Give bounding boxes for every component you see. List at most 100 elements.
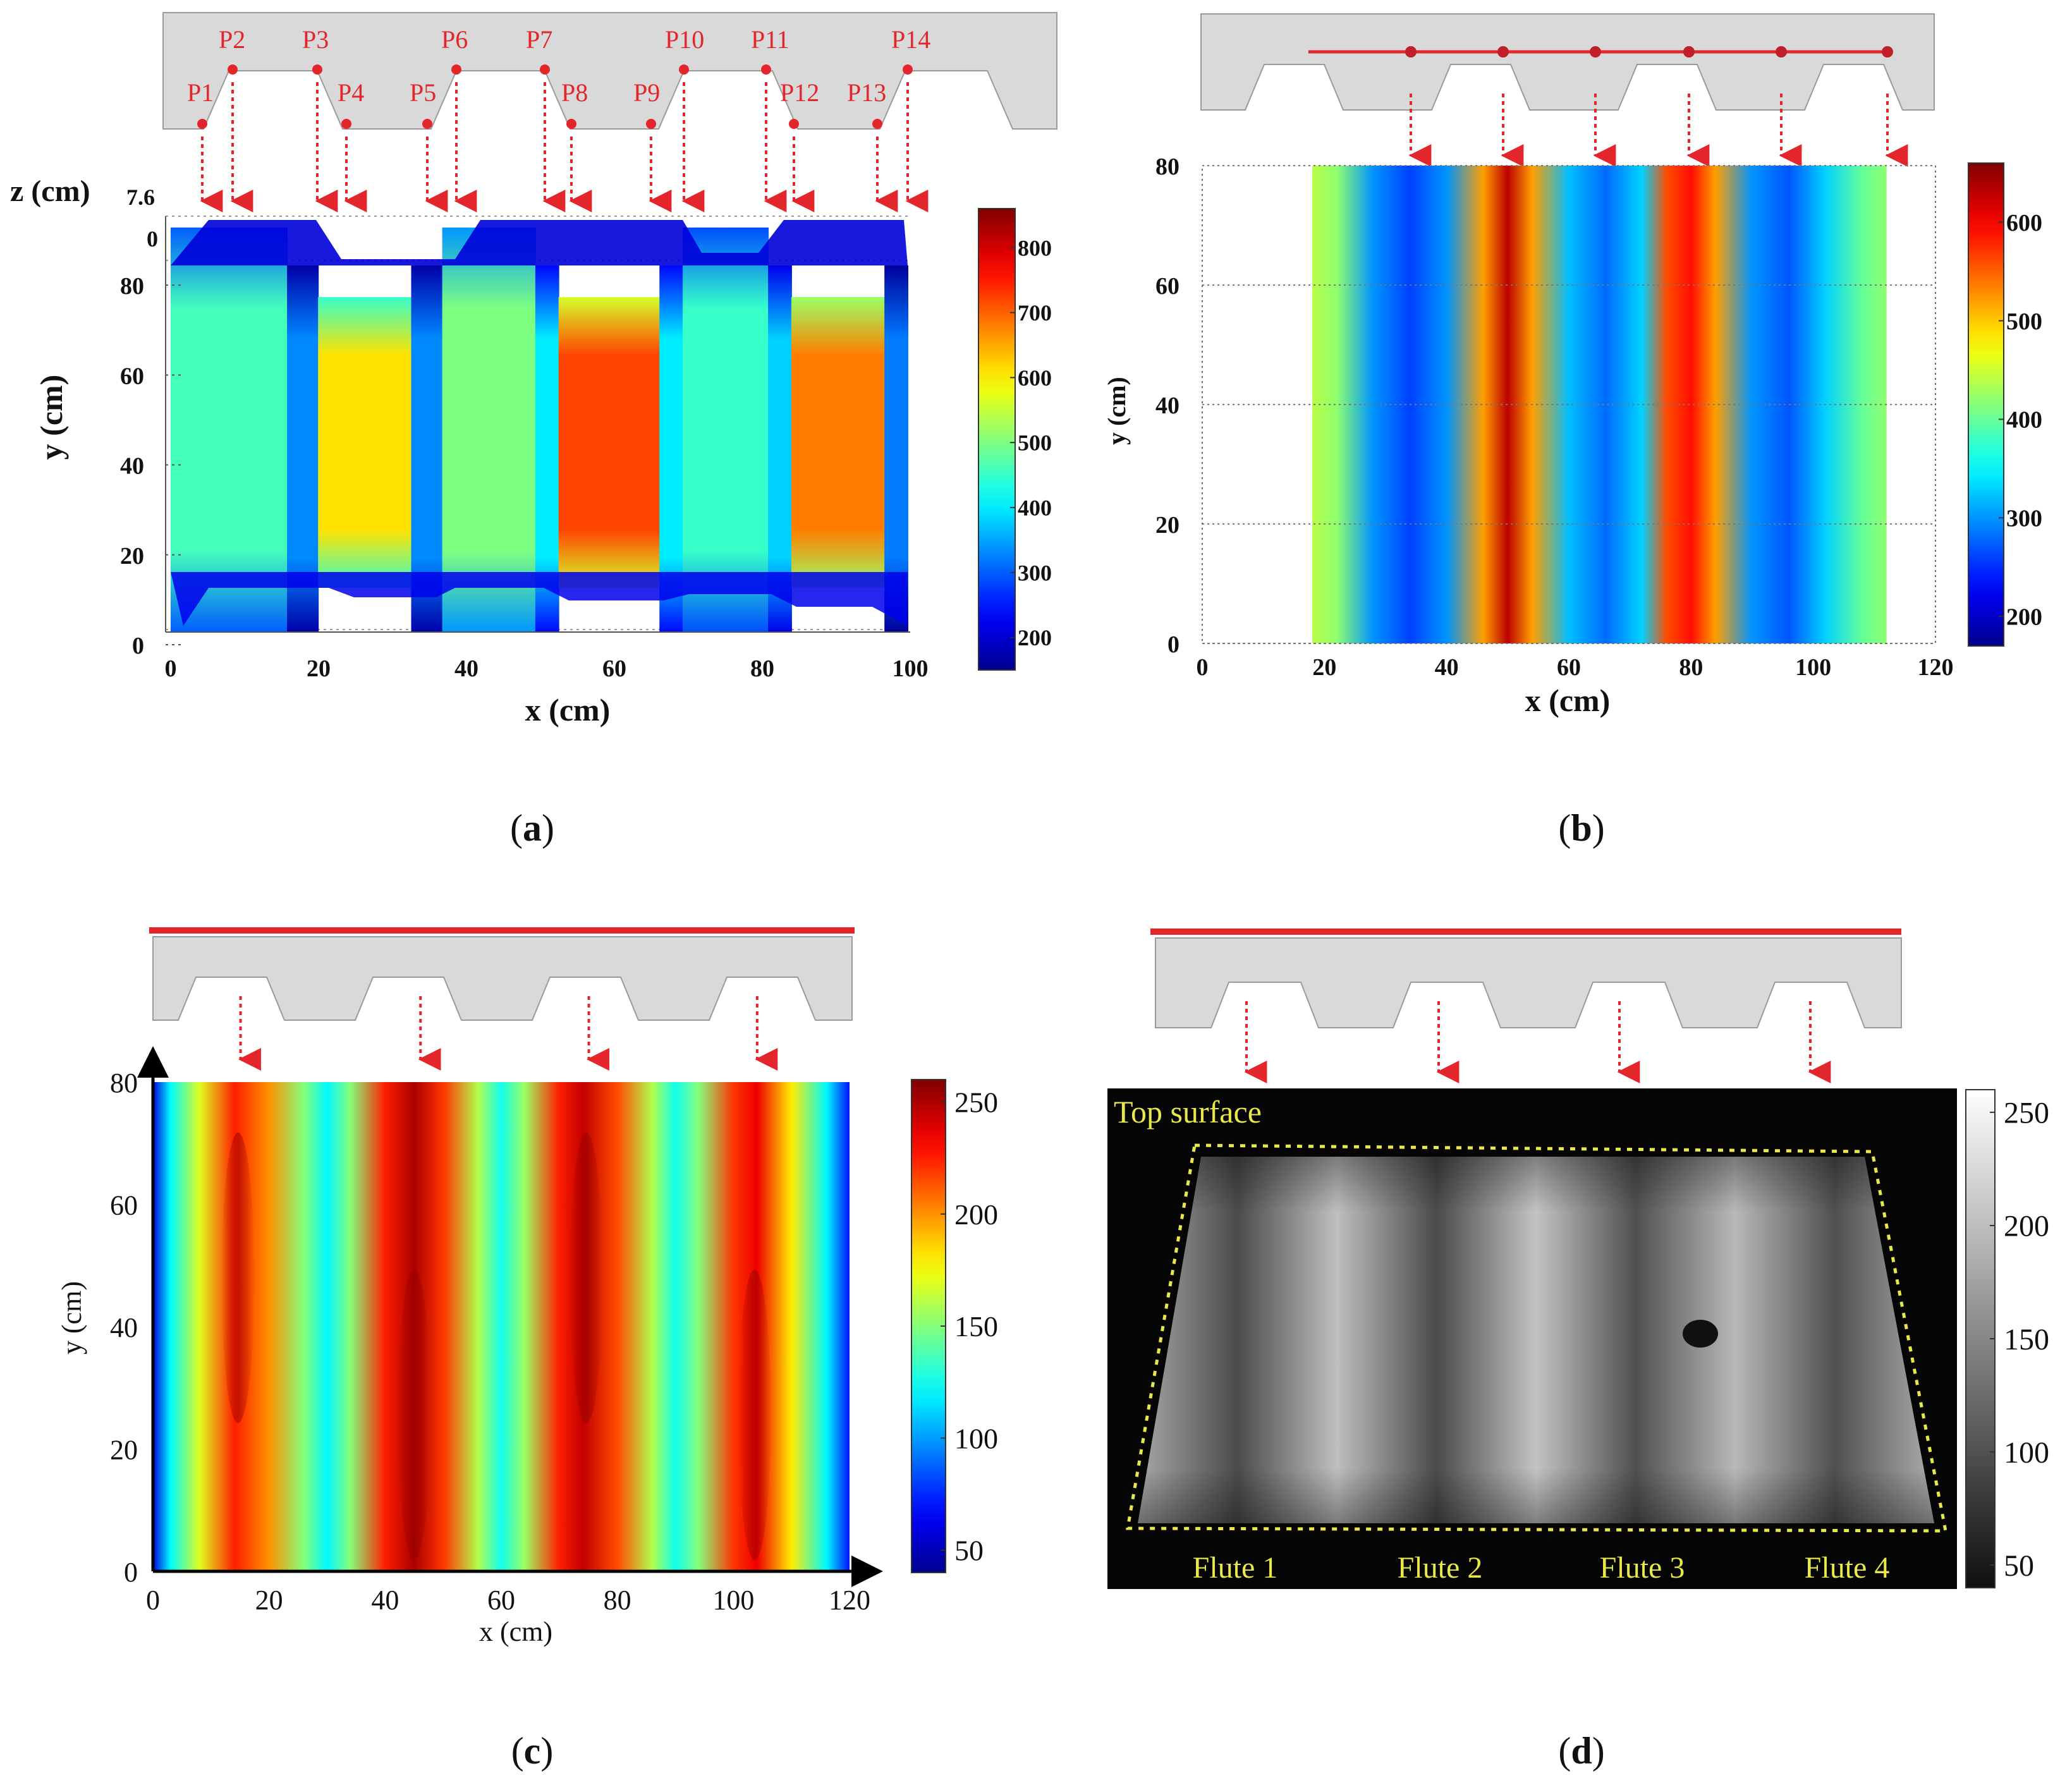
colorbar-tick-label: 250	[2004, 1097, 2049, 1130]
axes-a: 0 20 40 60 80 100 0 20 40 60 80	[120, 216, 929, 682]
heatmap-segment	[558, 297, 661, 588]
heatmap-b	[1312, 166, 1887, 643]
top-surface-annotation: Top surface	[1114, 1094, 1262, 1130]
flute-label: Flute 2	[1398, 1551, 1483, 1585]
scan-point-marker	[1683, 46, 1695, 58]
x-tick-label-b: 100	[1795, 654, 1831, 681]
inspection-point-marker	[646, 119, 656, 129]
y-tick-label-c: 0	[124, 1557, 138, 1588]
colorbar-tick-label: 600	[1018, 365, 1052, 391]
x-tick-label-b: 80	[1679, 654, 1703, 681]
inspection-point-label: P11	[751, 25, 789, 54]
colorbar-tick-label: 200	[2006, 604, 2042, 631]
heatmap-segment	[535, 265, 559, 632]
axes-c: 0 20 40 60 80 100 120 0 20 40 60 80	[110, 1046, 883, 1616]
colorbar-tick-label: 200	[2004, 1210, 2049, 1243]
panel-d: Top surface Flute 1 Flute 2 Flute 3 Flute 4…	[1107, 929, 2049, 1772]
colorbar-tick-label: 300	[2006, 506, 2042, 532]
x-axis-label-b: x (cm)	[1525, 683, 1611, 718]
panel-c: 0 20 40 60 80 100 120 0 20 40 60 80 x (cm) y (cm) 5…	[56, 927, 998, 1772]
x-tick-label-c: 60	[487, 1585, 515, 1616]
heatmap-segment	[287, 265, 319, 632]
y-tick-label-a: 20	[120, 543, 144, 569]
surface-bottom-band	[171, 572, 908, 626]
y-tick-label-b: 80	[1155, 154, 1179, 180]
colorbar-tick-label: 100	[2004, 1436, 2049, 1470]
y-tick-label-c: 60	[110, 1190, 138, 1221]
profile-c	[152, 936, 853, 1021]
y-tick-label-a: 80	[120, 273, 144, 300]
y-axis-label-a: y (cm)	[34, 375, 69, 460]
colorbar-c: 50 100 150 200 250	[911, 1079, 998, 1573]
colorbar-a: 200 300 400 500 600 700 800	[978, 208, 1052, 671]
heatmap-hot-core	[398, 1269, 431, 1561]
inspection-point-marker	[451, 64, 461, 75]
x-axis-label-a: x (cm)	[525, 692, 611, 728]
z-axis-label: z (cm)	[10, 174, 90, 208]
colorbar-tick-label: 150	[954, 1310, 998, 1343]
inspection-point-marker	[789, 119, 799, 129]
heatmap-hot-core	[570, 1132, 603, 1423]
colorbar-tick-label: 150	[2004, 1323, 2049, 1356]
y-tick-label-b: 20	[1155, 512, 1179, 539]
panel-label-a: (a)	[510, 807, 554, 849]
heatmap-segment	[768, 265, 792, 632]
x-tick-label-b: 0	[1197, 654, 1209, 681]
heatmap-segment	[171, 228, 288, 632]
heatmap-segment	[442, 228, 536, 632]
colorbar-tick-label: 500	[1018, 430, 1052, 456]
inspection-point-label: P3	[302, 25, 329, 54]
inspection-point-marker	[228, 64, 238, 75]
y-tick-label-b: 0	[1167, 631, 1179, 658]
y-tick-label-c: 80	[110, 1068, 138, 1099]
flute-labels: Flute 1 Flute 2 Flute 3 Flute 4	[1193, 1551, 1890, 1585]
heatmap-segment	[411, 265, 443, 632]
colorbar-tick-label: 100	[954, 1422, 998, 1454]
colorbar-tick-label: 300	[1018, 560, 1052, 585]
inspection-point-label: P2	[219, 25, 245, 54]
inspection-point-label: P12	[780, 78, 819, 107]
heatmap-c	[153, 1082, 850, 1571]
y-axis-label-b: y (cm)	[1102, 377, 1131, 445]
heatmap-a	[171, 220, 908, 632]
x-tick-label-b: 60	[1557, 654, 1581, 681]
scan-point-marker	[1405, 46, 1417, 58]
scan-point-marker	[1497, 46, 1509, 58]
colorbar-tick-label: 200	[1018, 625, 1052, 650]
flute-label: Flute 1	[1193, 1551, 1278, 1585]
scan-point-marker	[1776, 46, 1787, 58]
colorbar-scale	[911, 1079, 946, 1573]
x-tick-label-c: 40	[371, 1585, 399, 1616]
colorbar-separator	[1959, 1088, 1965, 1589]
colorbar-scale	[978, 208, 1016, 671]
panel-label-d: (d)	[1558, 1730, 1604, 1772]
x-tick-label-a: 20	[307, 655, 331, 682]
z-tick-bottom: 0	[147, 226, 158, 252]
x-tick-label-c: 0	[146, 1585, 160, 1616]
colorbar-tick-label: 50	[2004, 1549, 2034, 1583]
defect-spot	[1683, 1320, 1718, 1348]
x-tick-label-c: 100	[712, 1585, 754, 1616]
inspection-point-label: P9	[633, 78, 660, 107]
colorbar-tick-label: 250	[954, 1087, 998, 1119]
inspection-point-marker	[679, 64, 689, 75]
colorbar-tick-label: 400	[1018, 496, 1052, 521]
plot-frame-b	[1202, 165, 1936, 644]
inspection-point-marker	[540, 64, 550, 75]
panel-b: 0 20 40 60 80 0 20 40 60 80 100 120 x (cm) y (cm) 2…	[1102, 13, 2042, 849]
inspection-point-label: P5	[410, 78, 436, 107]
colorbar-tick-label: 50	[954, 1535, 984, 1567]
flute-label: Flute 4	[1805, 1551, 1890, 1585]
thermal-image-d	[1138, 1157, 1934, 1523]
colorbar-tick-label: 200	[954, 1198, 998, 1231]
inspection-point-label: P7	[526, 25, 552, 54]
inspection-point-marker	[312, 64, 322, 75]
inspection-point-marker	[872, 119, 882, 129]
scan-point-marker	[1882, 46, 1893, 58]
x-tick-label-a: 100	[893, 655, 929, 682]
axes-b: 0 20 40 60 80 0 20 40 60 80 100 120	[1155, 154, 1954, 681]
heatmap-hot-core	[221, 1132, 255, 1423]
heatmap-segment	[791, 297, 886, 588]
